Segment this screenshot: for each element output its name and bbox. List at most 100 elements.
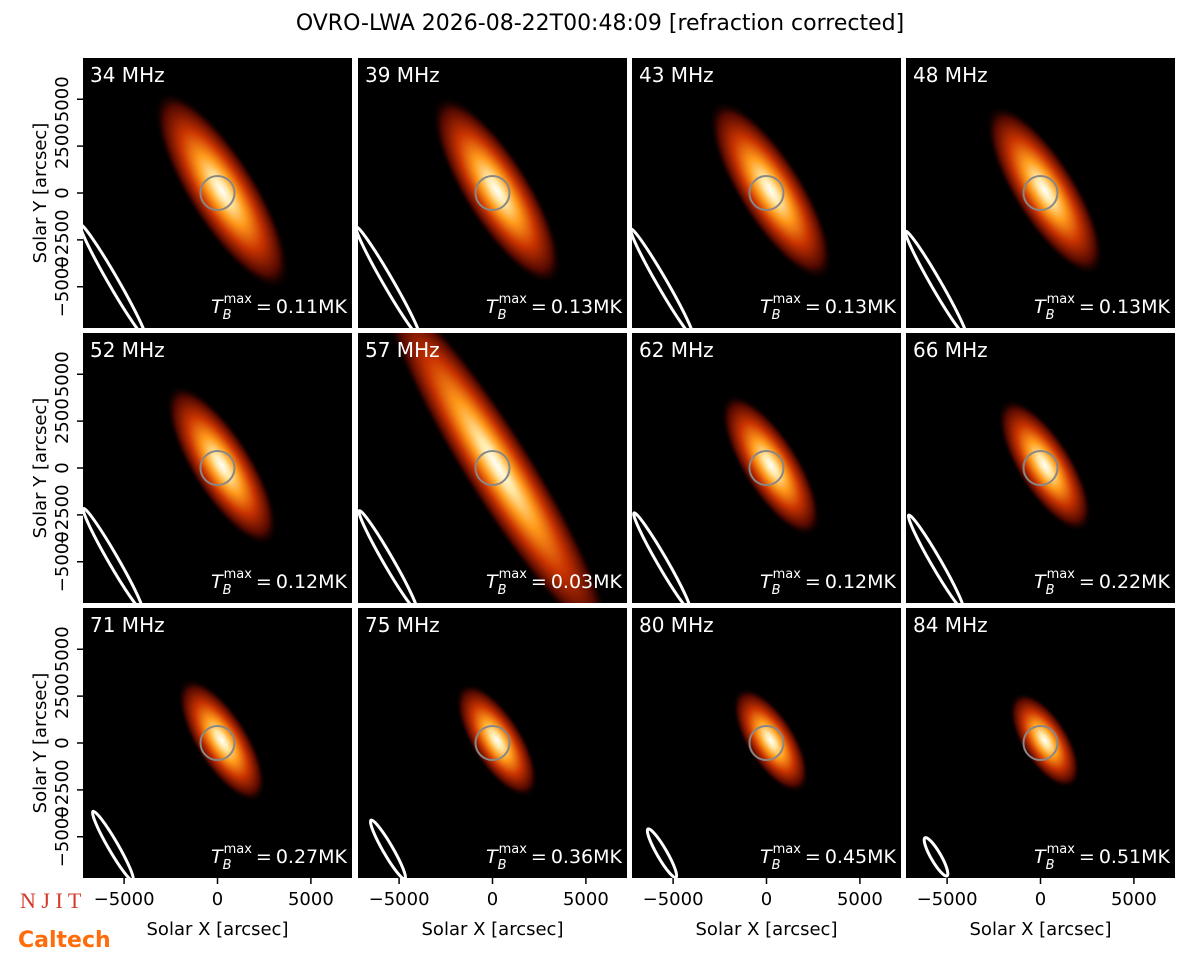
y-tick-label: −5000 [52, 256, 73, 317]
tmax-part: B [772, 308, 781, 323]
y-tick-label: −5000 [52, 531, 73, 592]
tmax-part: 0.51MK [1099, 846, 1171, 868]
y-tick-label: 0 [52, 462, 73, 473]
image [358, 333, 612, 603]
beam [632, 511, 692, 603]
frequency-label: 71 MHz [90, 613, 165, 637]
tmax-label: TBmax = 0.03MK [486, 567, 622, 598]
tmax-part: = [256, 846, 272, 868]
solar-disk [748, 175, 785, 211]
tmax-label: TBmax = 0.36MK [486, 842, 622, 873]
tmax-part: max [773, 292, 802, 307]
solar-disk [748, 725, 785, 761]
tmax-part: max [1047, 842, 1076, 857]
image [358, 95, 562, 328]
emission [720, 394, 821, 537]
tmax-part: T [1034, 571, 1047, 593]
solar-disk [474, 450, 511, 486]
tmax-label: TBmax = 0.11MK [211, 292, 347, 323]
x-axis-label: Solar X [arcsec] [970, 919, 1112, 940]
image [906, 398, 1092, 603]
frequency-label: 62 MHz [639, 338, 714, 362]
tmax-part: max [499, 292, 528, 307]
tmax-label: TBmax = 0.22MK [1034, 567, 1170, 598]
image [906, 105, 1104, 328]
tmax-part: 0.13MK [825, 296, 897, 318]
tmax-part: T [1034, 846, 1047, 868]
tmax-part: 0.45MK [825, 846, 897, 868]
tmax-part: max [499, 567, 528, 582]
y-tick-label: −5000 [52, 806, 73, 867]
x-axis-label: Solar X [arcsec] [422, 919, 564, 940]
beam [906, 229, 969, 328]
tmax-label: TBmax = 0.51MK [1034, 842, 1170, 873]
emission [1009, 692, 1081, 789]
tmax-part: = [1079, 571, 1095, 593]
y-tick-label: 0 [52, 187, 73, 198]
x-tick-label: 5000 [288, 889, 334, 910]
y-tick-label: 2500 [52, 673, 73, 719]
tmax-label: TBmax = 0.27MK [211, 842, 347, 873]
tmax-part: = [805, 846, 821, 868]
tmax-part: = [256, 296, 272, 318]
tmax-part: 0.12MK [825, 571, 897, 593]
frequency-label: 80 MHz [639, 613, 714, 637]
y-tick-label: 2500 [52, 123, 73, 169]
tmax-part: = [805, 571, 821, 593]
tmax-part: T [760, 296, 773, 318]
tmax-part: = [531, 571, 547, 593]
emission [708, 100, 833, 281]
tmax-part: T [760, 571, 773, 593]
frequency-label: 57 MHz [365, 338, 440, 362]
tmax-part: max [224, 567, 253, 582]
tmax-part: B [1046, 308, 1055, 323]
panel: 66 MHz TBmax = 0.22MK [906, 333, 1175, 603]
tmax-part: B [498, 583, 507, 598]
tmax-part: max [1047, 567, 1076, 582]
tmax-label: TBmax = 0.12MK [211, 567, 347, 598]
tmax-part: max [224, 842, 253, 857]
solar-disk [1022, 175, 1059, 211]
solar-disk [1022, 450, 1059, 486]
emission [165, 384, 278, 546]
solar-disk [474, 725, 511, 761]
image [83, 384, 278, 603]
tmax-part: B [1046, 858, 1055, 873]
x-tick-label: 0 [1035, 889, 1046, 910]
tmax-part: = [531, 296, 547, 318]
tmax-part: 0.03MK [551, 571, 623, 593]
x-tick-label: 5000 [837, 889, 883, 910]
tmax-part: B [498, 858, 507, 873]
x-tick-label: −5000 [369, 889, 430, 910]
panel: 34 MHz TBmax = 0.11MK −5000−2500 0 25005000Sol… [30, 58, 352, 328]
emission [153, 91, 290, 290]
emission [732, 687, 809, 793]
beam [83, 506, 145, 603]
x-axis-label: Solar X [arcsec] [147, 919, 289, 940]
panel: 43 MHz TBmax = 0.13MK [632, 58, 901, 328]
x-tick-label: 0 [761, 889, 772, 910]
y-tick-label: 0 [52, 737, 73, 748]
solar-disk [199, 725, 236, 761]
tmax-part: max [773, 842, 802, 857]
tmax-part: max [773, 567, 802, 582]
panel: 57 MHz TBmax = 0.03MK [358, 333, 627, 603]
frequency-label: 48 MHz [913, 63, 988, 87]
beam [358, 225, 422, 328]
tmax-part: 0.13MK [551, 296, 623, 318]
x-tick-label: 5000 [563, 889, 609, 910]
image [922, 692, 1081, 878]
x-tick-label: −5000 [643, 889, 704, 910]
tmax-part: = [1079, 296, 1095, 318]
frequency-label: 52 MHz [90, 338, 165, 362]
image [91, 678, 266, 878]
solar-disk [748, 450, 785, 486]
x-tick-label: −5000 [94, 889, 155, 910]
y-tick-label: 5000 [52, 626, 73, 672]
y-tick-label: −2500 [52, 484, 73, 545]
frequency-label: 84 MHz [913, 613, 988, 637]
emission [455, 683, 538, 798]
emission [985, 105, 1104, 276]
beam [906, 513, 966, 603]
